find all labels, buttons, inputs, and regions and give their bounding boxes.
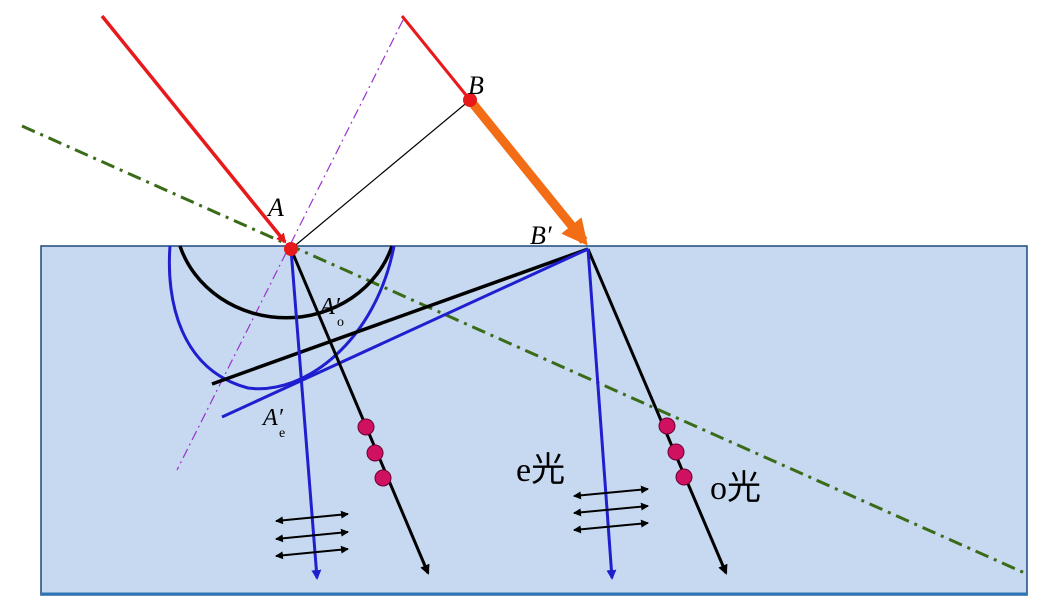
o-polarization-dots-left — [357, 418, 392, 487]
o-tangent-line — [211, 247, 589, 386]
o-wavefront-circle — [178, 245, 394, 320]
label-a-e-sub: e — [279, 426, 285, 441]
e-polarization-arrows-right — [573, 485, 649, 534]
label-a-e: A′ — [261, 405, 284, 431]
wavefront-travel-arrow — [466, 97, 588, 246]
e-tangent-line — [221, 247, 589, 419]
o-polarization-dots-right — [658, 417, 693, 486]
label-b: B — [468, 71, 484, 100]
incident-ray-a — [100, 14, 287, 244]
e-wavefront-ellipse — [167, 245, 396, 391]
crystal-block — [40, 245, 1028, 596]
label-a: A — [266, 193, 284, 222]
optic-axis-line — [21, 124, 1028, 576]
o-ray-from-b-prime — [586, 248, 728, 575]
wavefront-line — [290, 99, 471, 250]
normal-dashdot-line — [176, 19, 404, 471]
point-a-marker — [284, 242, 298, 256]
o-ray-from-a — [289, 248, 430, 575]
incident-ray-b — [400, 15, 472, 101]
label-a-o: A′ — [318, 294, 341, 320]
point-b-marker — [463, 93, 477, 107]
label-o-light: o光 — [710, 469, 761, 507]
e-polarization-arrows-left — [275, 510, 349, 560]
label-a-o-sub: o — [337, 315, 344, 330]
label-b-prime: B′ — [530, 221, 552, 250]
label-e-light: e光 — [516, 451, 565, 489]
